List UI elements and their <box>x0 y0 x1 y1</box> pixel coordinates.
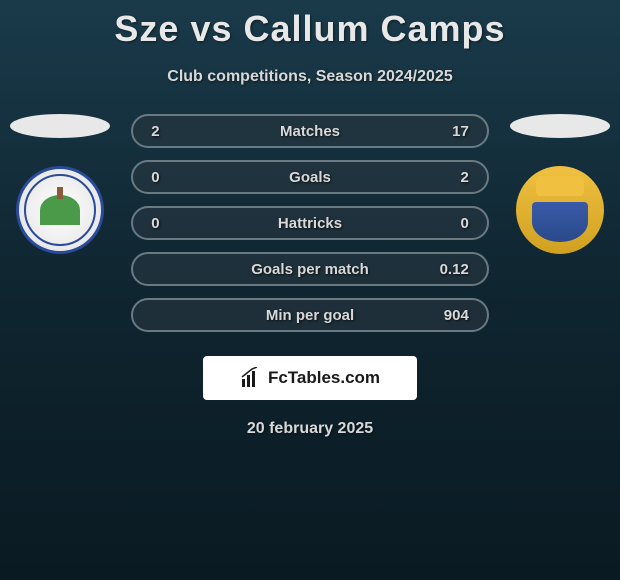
stat-row-matches: 2 Matches 17 <box>131 114 489 148</box>
page-title: Sze vs Callum Camps <box>0 0 620 50</box>
stat-right-value: 2 <box>439 169 469 186</box>
date-label: 20 february 2025 <box>0 420 620 438</box>
stat-left-value: 0 <box>151 215 181 232</box>
brand-text: FcTables.com <box>268 368 380 388</box>
right-player-oval <box>510 114 610 138</box>
stat-label: Hattricks <box>278 215 342 232</box>
stat-label: Min per goal <box>266 307 354 324</box>
right-player-col <box>501 114 620 254</box>
stat-right-value: 0 <box>439 215 469 232</box>
left-player-col <box>0 114 119 254</box>
subtitle: Club competitions, Season 2024/2025 <box>0 68 620 86</box>
brand-logo-box: FcTables.com <box>203 356 417 400</box>
left-player-oval <box>10 114 110 138</box>
stat-label: Goals per match <box>251 261 369 278</box>
stat-left-value: 0 <box>151 169 181 186</box>
stat-row-goals: 0 Goals 2 <box>131 160 489 194</box>
chart-icon <box>240 367 262 389</box>
stat-row-min-per-goal: Min per goal 904 <box>131 298 489 332</box>
stat-label: Matches <box>280 123 340 140</box>
wigan-tree-icon <box>40 195 80 225</box>
stat-row-hattricks: 0 Hattricks 0 <box>131 206 489 240</box>
stat-label: Goals <box>289 169 331 186</box>
stat-right-value: 0.12 <box>439 261 469 278</box>
stat-right-value: 17 <box>439 123 469 140</box>
stats-pill-list: 2 Matches 17 0 Goals 2 0 Hattricks 0 Goa… <box>131 114 489 332</box>
stats-container: 2 Matches 17 0 Goals 2 0 Hattricks 0 Goa… <box>0 114 620 332</box>
stat-right-value: 904 <box>439 307 469 324</box>
stat-left-value: 2 <box>151 123 181 140</box>
right-club-crest <box>516 166 604 254</box>
stat-row-goals-per-match: Goals per match 0.12 <box>131 252 489 286</box>
left-club-crest <box>16 166 104 254</box>
